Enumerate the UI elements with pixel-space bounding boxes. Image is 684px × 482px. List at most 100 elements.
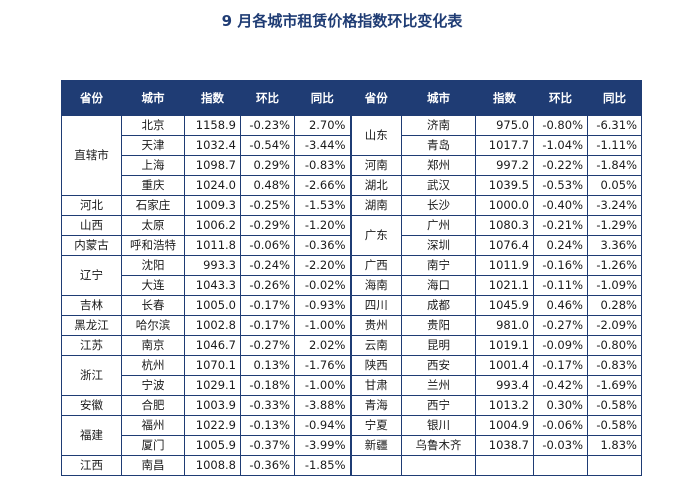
index-cell: 1158.9 bbox=[184, 115, 241, 136]
city-cell: 南昌 bbox=[121, 455, 185, 476]
province-cell: 广西 bbox=[350, 255, 402, 276]
header-cell: 省份 bbox=[61, 80, 122, 116]
table-row: 吉林 长春 1005.0 -0.17% -0.93% 四川 成都 1045.9 0.46% 0.2… bbox=[61, 295, 642, 316]
mom-cell: -0.37% bbox=[240, 435, 295, 456]
yoy-cell: 0.05% bbox=[587, 175, 642, 196]
city-cell: 哈尔滨 bbox=[121, 315, 185, 336]
yoy-cell: -1.26% bbox=[587, 255, 642, 276]
index-cell: 1070.1 bbox=[184, 355, 241, 376]
yoy-cell: -1.85% bbox=[294, 455, 352, 476]
mom-cell: -0.16% bbox=[533, 255, 588, 276]
table-row: 辽宁 沈阳 993.3 -0.24% -2.20% 广西 南宁 1011.9 -0.16% -1.… bbox=[61, 255, 642, 296]
yoy-cell: -6.31% bbox=[587, 115, 642, 136]
province-cell: 宁夏 bbox=[350, 415, 402, 436]
province-cell: 甘肃 bbox=[350, 375, 402, 396]
mom-cell: -0.42% bbox=[533, 375, 588, 396]
index-cell: 1006.2 bbox=[184, 215, 241, 236]
yoy-cell: -1.00% bbox=[294, 375, 352, 396]
index-cell: 1017.7 bbox=[475, 135, 534, 156]
mom-cell: -0.13% bbox=[240, 415, 295, 436]
city-cell: 太原 bbox=[121, 215, 185, 236]
province-cell bbox=[350, 455, 402, 476]
province-cell: 吉林 bbox=[61, 295, 122, 316]
city-cell: 北京 bbox=[121, 115, 185, 136]
index-cell: 1011.9 bbox=[475, 255, 534, 276]
index-cell: 1032.4 bbox=[184, 135, 241, 156]
yoy-cell: -3.99% bbox=[294, 435, 352, 456]
city-cell: 成都 bbox=[401, 295, 476, 316]
yoy-cell: -3.24% bbox=[587, 195, 642, 216]
table-row: 安徽 合肥 1003.9 -0.33% -3.88% 青海 西宁 1013.2 0.30% -0.… bbox=[61, 395, 642, 416]
yoy-cell: -0.94% bbox=[294, 415, 352, 436]
mom-cell: -0.80% bbox=[533, 115, 588, 136]
province-cell: 青海 bbox=[350, 395, 402, 416]
city-cell: 福州 bbox=[121, 415, 185, 436]
province-cell: 河南 bbox=[350, 155, 402, 176]
table-row: 浙江 杭州 1070.1 0.13% -1.76% 陕西 西安 1001.4 -0.17% -0.… bbox=[61, 355, 642, 396]
city-cell: 乌鲁木齐 bbox=[401, 435, 476, 456]
yoy-cell: 1.83% bbox=[587, 435, 642, 456]
index-cell bbox=[475, 455, 534, 476]
yoy-cell: -2.09% bbox=[587, 315, 642, 336]
city-cell: 沈阳 bbox=[121, 255, 185, 276]
yoy-cell: 3.36% bbox=[587, 235, 642, 256]
mom-cell: -0.54% bbox=[240, 135, 295, 156]
city-cell: 西安 bbox=[401, 355, 476, 376]
rent-index-table: 省份 城市 指数 环比 同比 省份 城市 指数 环比 同比 直辖市 北京 1158.… bbox=[61, 80, 642, 476]
city-cell: 长沙 bbox=[401, 195, 476, 216]
mom-cell: -0.17% bbox=[240, 295, 295, 316]
city-cell: 银川 bbox=[401, 415, 476, 436]
city-cell: 杭州 bbox=[121, 355, 185, 376]
mom-cell: -0.29% bbox=[240, 215, 295, 236]
header-cell: 环比 bbox=[240, 80, 295, 116]
header-cell: 省份 bbox=[350, 80, 402, 116]
header-cell: 指数 bbox=[475, 80, 534, 116]
index-cell: 1005.0 bbox=[184, 295, 241, 316]
yoy-cell: -1.29% bbox=[587, 215, 642, 236]
province-cell: 山东 bbox=[350, 115, 402, 156]
province-cell: 贵州 bbox=[350, 315, 402, 336]
city-cell: 呼和浩特 bbox=[121, 235, 185, 256]
yoy-cell: -0.58% bbox=[587, 415, 642, 436]
yoy-cell: -1.11% bbox=[587, 135, 642, 156]
yoy-cell: 2.70% bbox=[294, 115, 352, 136]
index-cell: 1038.7 bbox=[475, 435, 534, 456]
province-cell: 广东 bbox=[350, 215, 402, 256]
index-cell: 1005.9 bbox=[184, 435, 241, 456]
index-cell: 993.3 bbox=[184, 255, 241, 276]
mom-cell: -0.53% bbox=[533, 175, 588, 196]
mom-cell: -0.27% bbox=[240, 335, 295, 356]
province-cell: 云南 bbox=[350, 335, 402, 356]
province-cell: 福建 bbox=[61, 415, 122, 456]
mom-cell: -0.18% bbox=[240, 375, 295, 396]
index-cell: 1098.7 bbox=[184, 155, 241, 176]
table-row: 福建 福州 1022.9 -0.13% -0.94% 宁夏 银川 1004.9 -0.06% -0… bbox=[61, 415, 642, 456]
province-cell: 江西 bbox=[61, 455, 122, 476]
mom-cell: 0.48% bbox=[240, 175, 295, 196]
city-cell: 贵阳 bbox=[401, 315, 476, 336]
mom-cell: -0.25% bbox=[240, 195, 295, 216]
index-cell: 1002.8 bbox=[184, 315, 241, 336]
city-cell: 南宁 bbox=[401, 255, 476, 276]
yoy-cell: 0.28% bbox=[587, 295, 642, 316]
city-cell: 西宁 bbox=[401, 395, 476, 416]
city-cell: 上海 bbox=[121, 155, 185, 176]
table-row: 河北 石家庄 1009.3 -0.25% -1.53% 湖南 长沙 1000.0 -0.40% -… bbox=[61, 195, 642, 216]
province-cell: 湖南 bbox=[350, 195, 402, 216]
yoy-cell: -0.83% bbox=[587, 355, 642, 376]
index-cell: 1039.5 bbox=[475, 175, 534, 196]
mom-cell: 0.29% bbox=[240, 155, 295, 176]
yoy-cell: -1.20% bbox=[294, 215, 352, 236]
yoy-cell: -1.76% bbox=[294, 355, 352, 376]
index-cell: 1019.1 bbox=[475, 335, 534, 356]
mom-cell: -0.24% bbox=[240, 255, 295, 276]
city-cell: 重庆 bbox=[121, 175, 185, 196]
header-cell: 指数 bbox=[184, 80, 241, 116]
table-row: 江西 南昌 1008.8 -0.36% -1.85% bbox=[61, 455, 642, 476]
yoy-cell: -2.66% bbox=[294, 175, 352, 196]
province-cell: 湖北 bbox=[350, 175, 402, 196]
index-cell: 1001.4 bbox=[475, 355, 534, 376]
province-cell: 新疆 bbox=[350, 435, 402, 456]
index-cell: 1003.9 bbox=[184, 395, 241, 416]
table-row: 江苏 南京 1046.7 -0.27% 2.02% 云南 昆明 1019.1 -0.09% -0.… bbox=[61, 335, 642, 356]
